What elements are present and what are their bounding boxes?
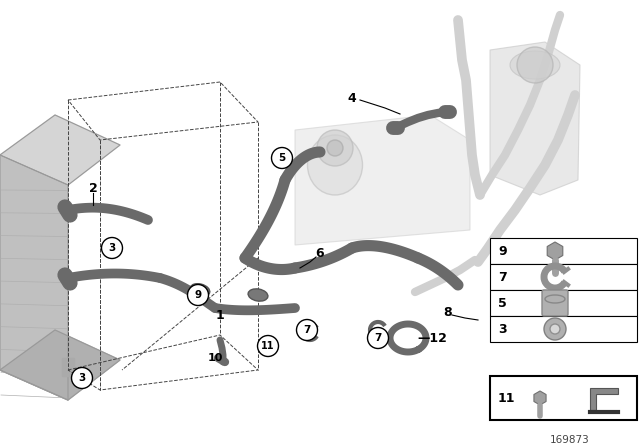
Circle shape: [271, 147, 292, 168]
Bar: [490, 376, 637, 420]
Text: 9: 9: [195, 290, 202, 300]
Text: 3: 3: [498, 323, 507, 336]
Circle shape: [188, 284, 209, 306]
Ellipse shape: [259, 340, 277, 352]
Ellipse shape: [307, 135, 362, 195]
FancyBboxPatch shape: [542, 290, 568, 316]
Bar: [490, 264, 637, 290]
Circle shape: [327, 140, 343, 156]
Circle shape: [72, 367, 93, 388]
Text: 3: 3: [108, 243, 116, 253]
Ellipse shape: [510, 51, 560, 79]
Polygon shape: [0, 330, 120, 400]
Text: 10: 10: [207, 353, 223, 363]
Circle shape: [317, 130, 353, 166]
Text: 5: 5: [278, 153, 285, 163]
Polygon shape: [534, 391, 546, 405]
Polygon shape: [590, 388, 618, 410]
Polygon shape: [0, 155, 68, 400]
Text: 5: 5: [498, 297, 507, 310]
Circle shape: [544, 318, 566, 340]
Text: 6: 6: [316, 246, 324, 259]
Polygon shape: [490, 42, 580, 195]
Text: 9: 9: [498, 245, 507, 258]
Circle shape: [102, 237, 122, 258]
Ellipse shape: [248, 289, 268, 301]
Circle shape: [296, 319, 317, 340]
Polygon shape: [0, 115, 120, 185]
Text: 169873: 169873: [550, 435, 590, 445]
Text: 3: 3: [78, 373, 86, 383]
Text: 2: 2: [88, 181, 97, 194]
Text: 7: 7: [498, 271, 507, 284]
Circle shape: [517, 47, 553, 83]
Text: 11: 11: [498, 392, 515, 405]
Circle shape: [367, 327, 388, 349]
Bar: [490, 290, 637, 316]
Text: —12: —12: [417, 332, 447, 345]
Bar: [62, 358, 74, 376]
Bar: [490, 238, 637, 264]
Text: 7: 7: [374, 333, 381, 343]
Text: 4: 4: [348, 91, 356, 104]
Circle shape: [550, 324, 560, 334]
Text: 8: 8: [444, 306, 452, 319]
Text: 1: 1: [216, 309, 225, 322]
Ellipse shape: [190, 284, 210, 296]
Polygon shape: [295, 115, 470, 245]
Polygon shape: [547, 242, 563, 260]
Text: 11: 11: [261, 341, 275, 351]
Bar: [490, 316, 637, 342]
Circle shape: [257, 336, 278, 357]
Text: 7: 7: [303, 325, 310, 335]
